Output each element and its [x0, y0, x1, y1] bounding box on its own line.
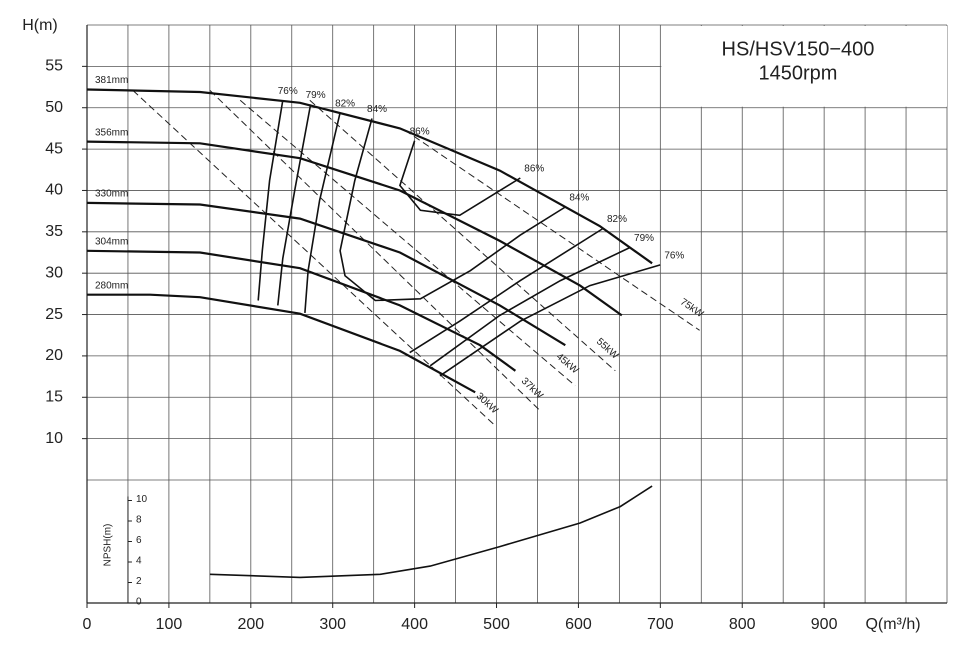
y2-tick-label: 8	[136, 515, 142, 526]
diameter-label: 280mm	[95, 280, 128, 291]
efficiency-label: 86%	[524, 164, 544, 175]
power-label: 37kW	[519, 376, 545, 402]
x-tick-label: 700	[647, 616, 674, 633]
y2-tick-label: 10	[136, 494, 148, 505]
y2-tick-label: 0	[136, 597, 142, 608]
x-tick-label: 800	[729, 616, 756, 633]
head-curve	[86, 201, 566, 347]
x-tick-label: 300	[319, 616, 346, 633]
efficiency-label: 84%	[367, 104, 387, 115]
y-tick-label: 55	[45, 58, 63, 75]
efficiency-curve	[339, 118, 566, 302]
power-label: 55kW	[594, 336, 621, 362]
efficiency-curve	[257, 100, 661, 377]
x-tick-label: 200	[237, 616, 264, 633]
chart-title: HS/HSV150−400	[722, 38, 875, 60]
y-tick-label: 10	[45, 430, 63, 447]
head-curve	[87, 293, 476, 394]
x-tick-label: 900	[811, 616, 838, 633]
power-line	[209, 90, 541, 411]
y-tick-label: 50	[45, 99, 63, 116]
y-axis-label: H(m)	[22, 17, 58, 34]
diameter-label: 356mm	[95, 127, 128, 138]
y2-tick-label: 2	[136, 576, 142, 587]
diameter-label: 330mm	[95, 189, 128, 200]
y2-tick-label: 6	[136, 535, 142, 546]
x-tick-label: 0	[83, 616, 92, 633]
efficiency-label: 86%	[410, 126, 430, 137]
title-box	[661, 26, 947, 107]
x-tick-label: 500	[483, 616, 510, 633]
x-axis-label: Q(m³/h)	[865, 616, 920, 633]
x-tick-label: 400	[401, 616, 428, 633]
power-line	[404, 129, 700, 331]
diameter-label: 304mm	[95, 236, 128, 247]
head-curve	[86, 88, 653, 265]
npsh-curve	[209, 485, 653, 579]
chart-subtitle: 1450rpm	[759, 62, 838, 84]
diameter-label: 381mm	[95, 75, 128, 86]
efficiency-label: 76%	[278, 86, 298, 97]
y-tick-label: 30	[45, 264, 63, 281]
efficiency-label: 76%	[664, 251, 684, 262]
y2-tick-label: 4	[136, 556, 142, 567]
x-tick-label: 600	[565, 616, 592, 633]
efficiency-curve	[304, 112, 604, 354]
efficiency-curve	[399, 140, 521, 217]
y-tick-label: 25	[45, 306, 63, 323]
head-curve	[86, 140, 623, 317]
power-line	[239, 99, 576, 387]
head-curve	[86, 249, 517, 372]
efficiency-label: 84%	[569, 193, 589, 204]
y-tick-label: 15	[45, 388, 63, 405]
efficiency-label: 82%	[607, 214, 627, 225]
power-label: 45kW	[554, 351, 581, 376]
y-tick-label: 20	[45, 347, 63, 364]
efficiency-curve	[277, 104, 631, 367]
y-tick-label: 45	[45, 140, 63, 157]
x-tick-label: 100	[156, 616, 183, 633]
efficiency-label: 79%	[634, 233, 654, 244]
efficiency-label: 82%	[335, 98, 355, 109]
y-tick-label: 35	[45, 223, 63, 240]
y-tick-label: 40	[45, 182, 63, 199]
efficiency-label: 79%	[306, 90, 326, 101]
power-line	[309, 99, 616, 372]
y2-axis-label: NPSH(m)	[103, 524, 114, 567]
